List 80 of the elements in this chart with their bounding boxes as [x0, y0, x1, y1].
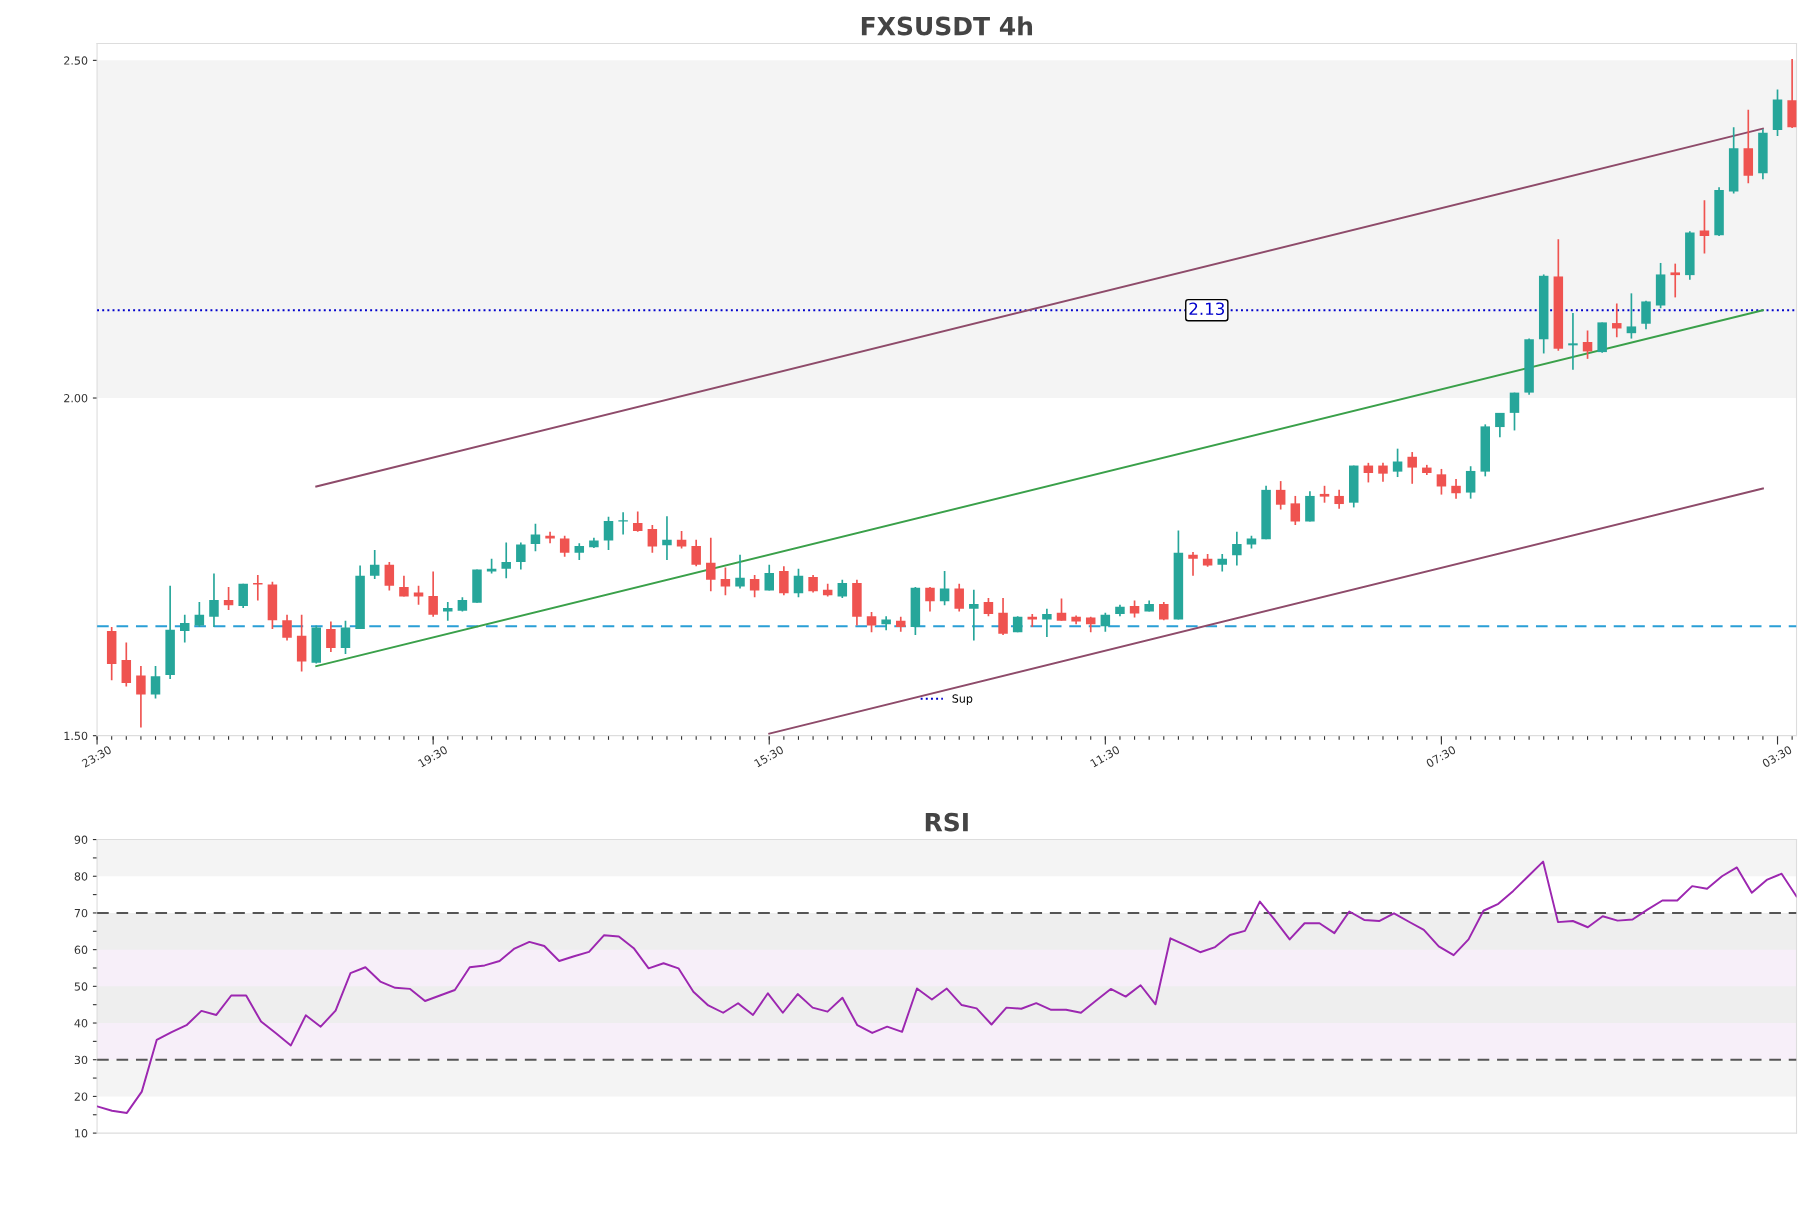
candlestick — [764, 563, 774, 592]
candlestick — [369, 549, 380, 580]
y-tick-label: 40 — [74, 1019, 88, 1028]
candlestick — [1392, 447, 1403, 478]
candlestick — [136, 665, 146, 729]
candlestick — [1509, 391, 1520, 432]
candlestick — [209, 572, 219, 628]
candlestick — [1670, 262, 1680, 299]
candlestick — [1451, 478, 1461, 500]
y-tick-label: 30 — [74, 1055, 88, 1065]
candlestick — [399, 574, 409, 598]
y-tick-label: 2.50 — [64, 56, 88, 65]
candlestick — [559, 534, 570, 558]
candlestick — [1232, 530, 1242, 567]
candlestick — [749, 574, 760, 599]
y-tick-label: 50 — [74, 982, 88, 991]
candlestick — [443, 601, 453, 622]
legend-label: Sup — [952, 694, 973, 705]
candlestick — [1582, 329, 1593, 360]
candlestick — [647, 524, 658, 554]
candlestick — [1056, 597, 1067, 622]
candlestick — [735, 553, 745, 590]
candlestick — [954, 582, 964, 613]
candlestick — [1465, 465, 1476, 500]
candlestick — [1612, 302, 1622, 339]
candlestick — [384, 561, 395, 592]
y-tick-label: 80 — [74, 872, 88, 881]
candlestick — [1626, 292, 1637, 340]
candlestick — [1436, 468, 1447, 496]
candlestick — [516, 541, 526, 571]
candlestick — [632, 510, 643, 533]
candlestick — [1100, 611, 1111, 633]
candlestick — [413, 584, 424, 606]
y-tick-label: 10 — [75, 1129, 88, 1138]
chart-title: FXSUSDT 4h — [861, 16, 1033, 36]
y-tick-label: 20 — [74, 1092, 88, 1101]
candlestick — [326, 620, 336, 653]
candlestick — [1275, 480, 1286, 511]
candlestick — [1378, 462, 1388, 483]
candlestick — [925, 586, 935, 613]
candlestick — [530, 522, 541, 553]
candlestick — [1042, 607, 1052, 638]
annotation: 2.13 — [1189, 302, 1225, 316]
candlestick — [1407, 451, 1417, 485]
y-tick-label: 2.00 — [64, 394, 88, 403]
candlestick — [866, 611, 877, 634]
candlestick — [1568, 312, 1578, 371]
candlestick — [706, 536, 716, 592]
candlestick — [1188, 551, 1198, 577]
candlestick — [121, 641, 132, 688]
candlestick — [194, 601, 205, 628]
candlestick — [779, 565, 789, 597]
candlestick — [1495, 412, 1505, 439]
candlestick — [180, 613, 190, 644]
candlestick — [793, 568, 804, 599]
candlestick — [603, 516, 614, 551]
candlestick — [1290, 495, 1301, 526]
candlestick — [1027, 613, 1038, 628]
candlestick — [1334, 489, 1344, 510]
candlestick — [837, 578, 848, 599]
y-tick-label: 1.50 — [64, 731, 88, 741]
y-tick-label: 60 — [74, 945, 88, 955]
candlestick — [939, 570, 950, 607]
candlestick — [428, 570, 438, 618]
chart-title: RSI — [925, 812, 968, 832]
candlestick — [998, 597, 1008, 636]
candlestick — [983, 597, 994, 617]
candlestick — [691, 538, 701, 568]
candlestick — [340, 620, 351, 655]
candlestick — [662, 515, 672, 561]
y-tick-label: 70 — [74, 908, 88, 918]
candlestick — [618, 511, 628, 536]
candlestick — [969, 588, 979, 642]
candlestick — [282, 613, 292, 642]
y-tick-label: 90 — [74, 835, 88, 844]
candlestick — [238, 582, 248, 609]
candlestick — [501, 541, 511, 580]
candlestick — [1641, 299, 1651, 330]
line-series — [97, 860, 1797, 1114]
candlestick — [150, 665, 161, 700]
